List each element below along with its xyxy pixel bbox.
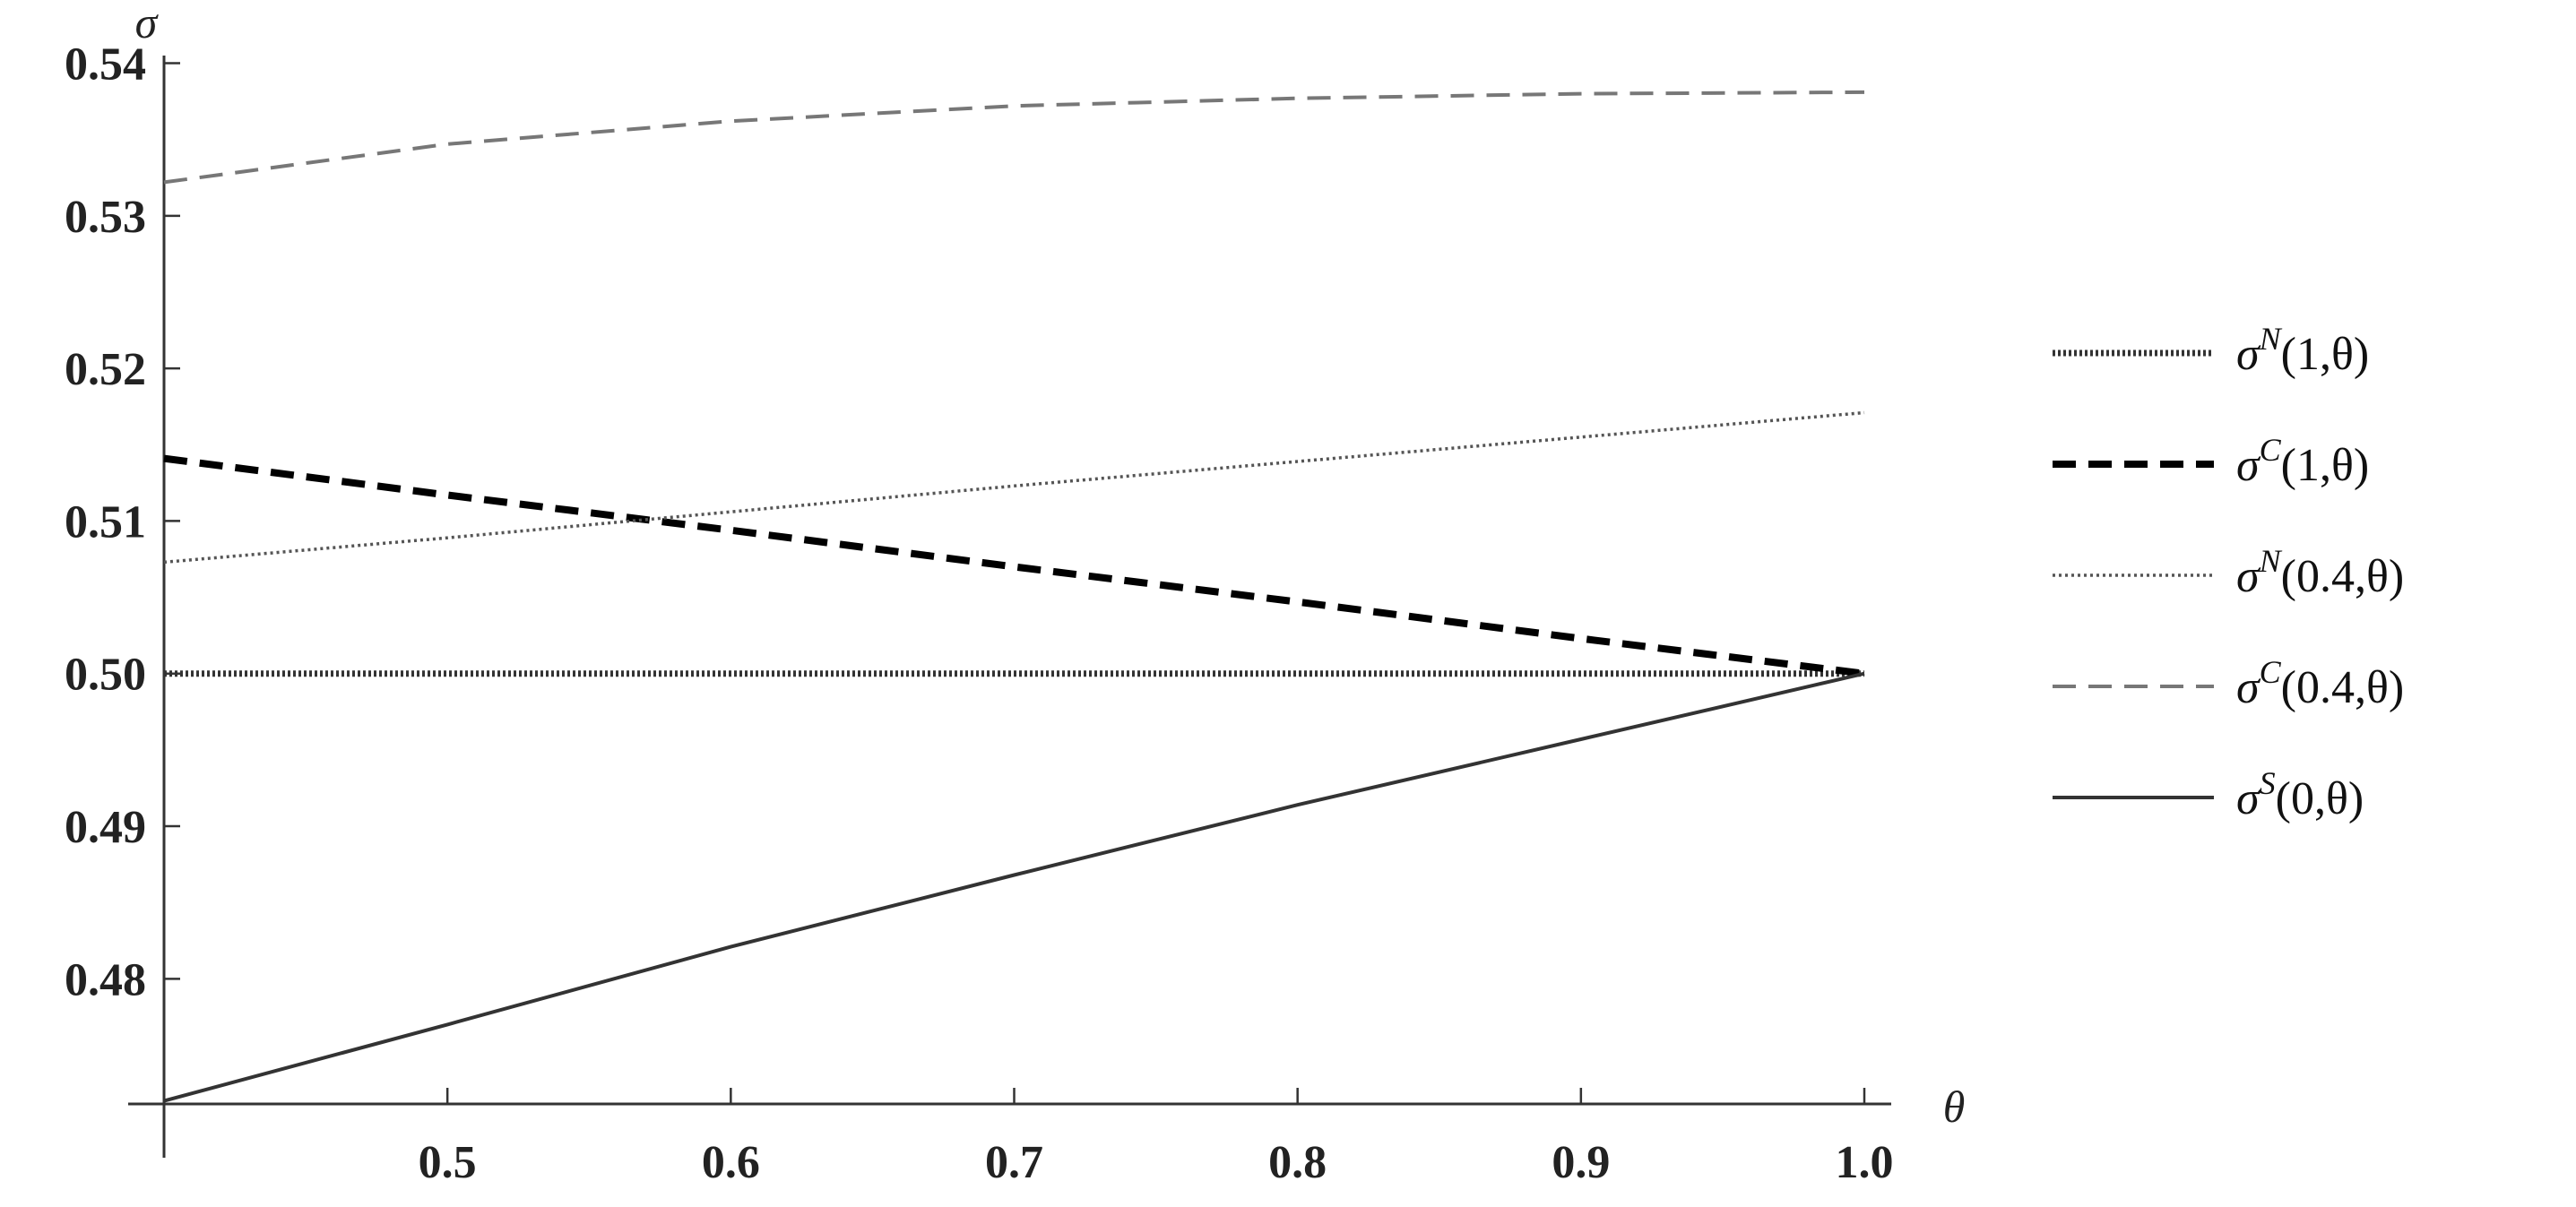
y-tick-label: 0.52 bbox=[65, 344, 146, 395]
series-line-5 bbox=[163, 671, 1865, 1103]
x-tick-label: 0.5 bbox=[419, 1137, 477, 1188]
legend-label-4: σC(0.4,θ) bbox=[2236, 654, 2404, 713]
x-axis-label: θ bbox=[1943, 1082, 1966, 1132]
x-axis-ticks: 0.5 0.6 0.7 0.8 0.9 1.0 bbox=[419, 1088, 1894, 1188]
x-tick-label: 0.7 bbox=[985, 1137, 1043, 1188]
series-line-2 bbox=[163, 454, 1865, 677]
y-axis-ticks: 0.48 0.49 0.50 0.51 0.52 0.53 0.54 bbox=[65, 39, 180, 1005]
series-line-4 bbox=[163, 90, 1865, 185]
legend-label-3: σN(0.4,θ) bbox=[2236, 543, 2404, 602]
y-tick-label: 0.51 bbox=[65, 496, 146, 547]
legend-label-2: σC(1,θ) bbox=[2236, 432, 2369, 491]
legend-label-1: σN(1,θ) bbox=[2236, 321, 2369, 380]
x-tick-label: 1.0 bbox=[1836, 1137, 1894, 1188]
y-axis-label: σ bbox=[135, 0, 160, 47]
legend: σN(1,θ) σC(1,θ) σN(0.4,θ) σC(0.4,θ) σS(0,θ) bbox=[2053, 321, 2404, 824]
series-lines bbox=[163, 90, 1865, 1103]
plot-area: 0.480.490.500.510.520.530.54 0.5 0.6 0.7 0.… bbox=[65, 0, 1965, 1188]
legend-label-5: σS(0,θ) bbox=[2236, 765, 2364, 824]
x-tick-label: 0.9 bbox=[1552, 1137, 1610, 1188]
y-tick-label: 0.54 bbox=[65, 39, 146, 91]
x-tick-label: 0.6 bbox=[702, 1137, 760, 1188]
series-line-3 bbox=[163, 410, 1865, 565]
y-tick-label: 0.48 bbox=[65, 954, 146, 1005]
y-tick-label: 0.49 bbox=[65, 802, 146, 853]
y-tick-label: 0.50 bbox=[65, 650, 146, 701]
x-tick-label: 0.8 bbox=[1268, 1137, 1327, 1188]
y-tick-label: 0.53 bbox=[65, 192, 146, 243]
